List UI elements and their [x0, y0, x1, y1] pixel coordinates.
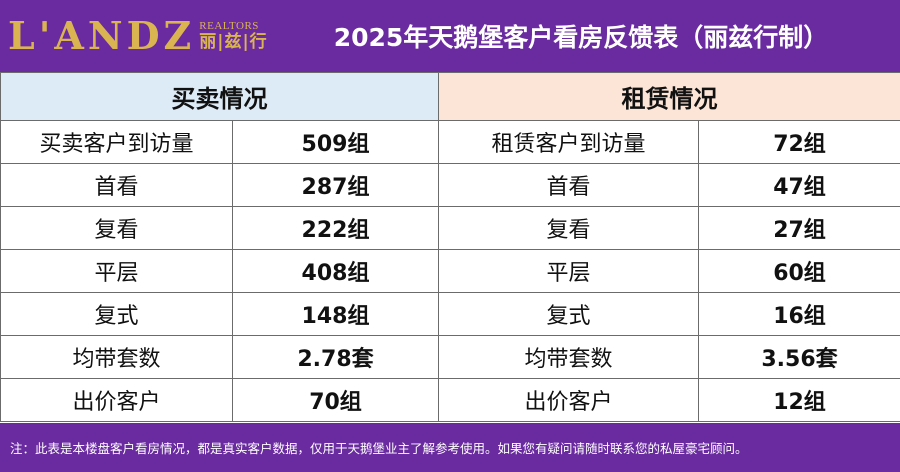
rent-label-cell: 出价客户 — [438, 378, 699, 422]
section-title-rent: 租赁情况 — [438, 72, 900, 121]
table-row: 首看 287组 首看 47组 — [0, 163, 900, 207]
table-row: 平层 408组 平层 60组 — [0, 249, 900, 293]
section-header-row: 买卖情况 租赁情况 — [0, 72, 900, 121]
buy-value-cell: 70组 — [232, 378, 439, 422]
buy-value-cell: 509组 — [232, 120, 439, 164]
footer-note: 注：此表是本楼盘客户看房情况，都是真实客户数据，仅用于天鹅堡业主了解参考使用。如… — [0, 423, 900, 472]
brand-logo: L'ANDZ REALTORS 丽|兹|行 — [0, 0, 292, 72]
logo-side: REALTORS 丽|兹|行 — [199, 21, 267, 51]
table-row: 复看 222组 复看 27组 — [0, 206, 900, 250]
logo-wordmark: L'ANDZ — [8, 13, 196, 58]
rent-value-cell: 47组 — [698, 163, 900, 207]
rent-label-cell: 平层 — [438, 249, 699, 293]
buy-value-cell: 408组 — [232, 249, 439, 293]
logo-chinese-name: 丽|兹|行 — [199, 32, 268, 52]
rent-value-cell: 72组 — [698, 120, 900, 164]
rent-label-cell: 复看 — [438, 206, 699, 250]
rent-label-cell: 复式 — [438, 292, 699, 336]
rent-value-cell: 16组 — [698, 292, 900, 336]
feedback-table: 买卖情况 租赁情况 买卖客户到访量 509组 租赁客户到访量 72组 首看 287组 首看 4… — [0, 72, 900, 422]
buy-label-cell: 买卖客户到访量 — [0, 120, 233, 164]
buy-label-cell: 均带套数 — [0, 335, 233, 379]
buy-value-cell: 148组 — [232, 292, 439, 336]
buy-label-cell: 首看 — [0, 163, 233, 207]
rent-value-cell: 60组 — [698, 249, 900, 293]
buy-value-cell: 222组 — [232, 206, 439, 250]
logo-realtors: REALTORS — [199, 20, 259, 32]
table-row: 出价客户 70组 出价客户 12组 — [0, 378, 900, 422]
buy-value-cell: 287组 — [232, 163, 439, 207]
buy-label-cell: 复看 — [0, 206, 233, 250]
table-row: 复式 148组 复式 16组 — [0, 292, 900, 336]
section-title-buy: 买卖情况 — [0, 72, 439, 121]
rent-value-cell: 27组 — [698, 206, 900, 250]
page-title: 2025年天鹅堡客户看房反馈表（丽兹行制） — [333, 23, 829, 52]
rent-value-cell: 3.56套 — [698, 335, 900, 379]
rent-label-cell: 首看 — [438, 163, 699, 207]
rent-label-cell: 租赁客户到访量 — [438, 120, 699, 164]
table-row: 均带套数 2.78套 均带套数 3.56套 — [0, 335, 900, 379]
buy-label-cell: 平层 — [0, 249, 233, 293]
header-bar: L'ANDZ REALTORS 丽|兹|行 2025年天鹅堡客户看房反馈表（丽兹… — [0, 0, 900, 72]
rent-value-cell: 12组 — [698, 378, 900, 422]
rent-label-cell: 均带套数 — [438, 335, 699, 379]
buy-label-cell: 复式 — [0, 292, 233, 336]
buy-label-cell: 出价客户 — [0, 378, 233, 422]
table-row: 买卖客户到访量 509组 租赁客户到访量 72组 — [0, 120, 900, 164]
buy-value-cell: 2.78套 — [232, 335, 439, 379]
